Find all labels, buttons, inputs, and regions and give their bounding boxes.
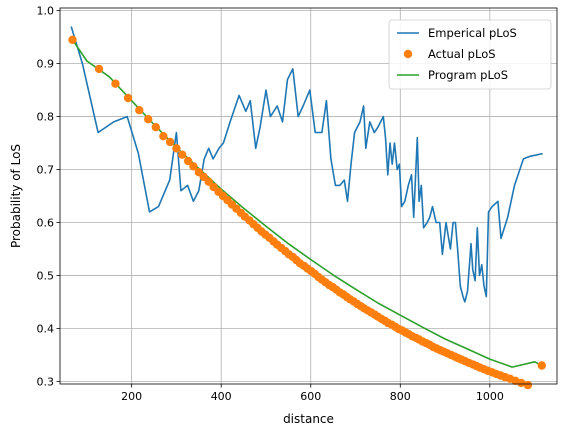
data-point bbox=[178, 150, 187, 159]
legend-label: Actual pLoS bbox=[428, 47, 496, 61]
y-tick-label: 0.4 bbox=[37, 322, 55, 335]
x-tick-label: 400 bbox=[211, 390, 232, 403]
plot-series bbox=[68, 26, 546, 390]
y-tick-label: 0.3 bbox=[37, 375, 55, 388]
legend-label: Emperical pLoS bbox=[428, 26, 517, 40]
data-point bbox=[144, 115, 153, 124]
x-tick-label: 200 bbox=[121, 390, 142, 403]
legend-label: Program pLoS bbox=[428, 68, 508, 82]
grid-lines bbox=[60, 8, 557, 384]
data-point bbox=[537, 361, 546, 370]
data-point bbox=[151, 123, 160, 132]
y-axis-label: Probability of LoS bbox=[9, 144, 23, 248]
legend: Emperical pLoS Actual pLoS Program pLoS bbox=[388, 19, 552, 90]
data-point bbox=[94, 64, 104, 74]
data-point bbox=[123, 93, 133, 103]
data-point bbox=[172, 144, 181, 153]
x-tick-label: 800 bbox=[390, 390, 411, 403]
legend-swatch-1 bbox=[403, 49, 413, 59]
data-point bbox=[523, 380, 533, 390]
x-tick-label: 600 bbox=[300, 390, 321, 403]
data-point bbox=[135, 106, 144, 115]
data-point bbox=[517, 378, 526, 388]
data-point bbox=[183, 156, 193, 166]
y-tick-label: 1.0 bbox=[37, 5, 55, 18]
y-tick-label: 0.5 bbox=[37, 269, 55, 282]
y-tick-label: 0.6 bbox=[37, 216, 55, 229]
legend-box bbox=[388, 19, 552, 90]
data-point bbox=[189, 162, 198, 171]
data-point bbox=[204, 177, 213, 186]
data-point bbox=[68, 35, 77, 44]
data-point bbox=[111, 79, 120, 88]
axis-ticks: 200 400 600 800 1000 0.3 0.4 0.5 0.6 0.7 0.8 0.9 1.0 bbox=[37, 5, 504, 403]
axes-frame bbox=[59, 7, 558, 385]
data-point bbox=[159, 132, 168, 141]
series-line-0 bbox=[70, 26, 543, 303]
y-tick-label: 0.9 bbox=[37, 58, 55, 71]
x-axis-label: distance bbox=[283, 412, 334, 426]
x-tick-label: 1000 bbox=[476, 390, 504, 403]
data-point bbox=[165, 137, 175, 147]
y-tick-label: 0.8 bbox=[37, 111, 55, 124]
y-tick-label: 0.7 bbox=[37, 164, 55, 177]
